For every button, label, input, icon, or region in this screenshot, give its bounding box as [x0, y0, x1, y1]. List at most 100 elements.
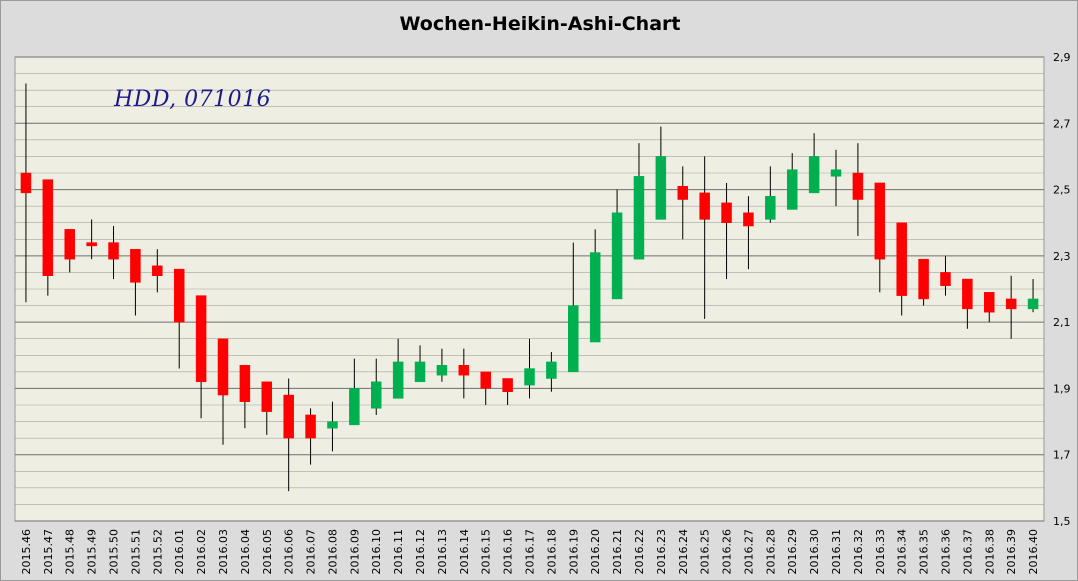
candle-body-down — [1005, 298, 1017, 310]
x-tick-label: 2016.03 — [217, 529, 230, 575]
candle-body-up — [633, 176, 645, 260]
candle — [392, 338, 404, 399]
candle-body-up — [524, 368, 535, 386]
candle-body-down — [984, 292, 995, 313]
candle-body-down — [283, 394, 294, 439]
watermark-label: HDD, 071016 — [114, 87, 272, 112]
major-gridlines — [15, 56, 1044, 522]
candle — [633, 143, 645, 260]
y-tick-label: 1,7 — [1053, 449, 1071, 462]
candle — [42, 179, 54, 296]
candle-body-up — [765, 195, 776, 220]
candle — [327, 401, 338, 452]
candle — [173, 268, 185, 369]
x-tick-label: 2016.40 — [1027, 529, 1040, 575]
x-tick-label: 2016.37 — [961, 529, 974, 575]
x-tick-label: 2016.35 — [918, 529, 931, 575]
x-tick-label: 2016.09 — [348, 529, 361, 575]
x-tick-label: 2016.05 — [261, 529, 274, 575]
candle-body-down — [874, 182, 886, 260]
candle — [436, 348, 448, 382]
x-tick-label: 2015.46 — [20, 529, 33, 575]
x-tick-label: 2016.25 — [699, 529, 712, 575]
x-tick-label: 2016.31 — [830, 529, 843, 575]
candle-body-down — [940, 272, 951, 286]
candle-body-up — [611, 212, 623, 300]
x-tick-label: 2016.11 — [392, 529, 405, 575]
candle-body-down — [217, 338, 229, 396]
candle — [64, 229, 75, 273]
candle — [765, 166, 776, 223]
minor-gridlines — [15, 73, 1044, 505]
y-tick-label: 2,7 — [1053, 117, 1071, 130]
candle — [480, 371, 491, 405]
x-tick-label: 2016.36 — [939, 529, 952, 575]
candle — [677, 166, 689, 240]
candle — [283, 378, 294, 492]
candle — [1005, 275, 1017, 339]
candle — [940, 255, 951, 296]
x-tick-label: 2016.08 — [326, 529, 339, 575]
candle-body-up — [655, 156, 667, 220]
candle — [721, 182, 732, 280]
candle-body-down — [130, 248, 141, 283]
x-tick-label: 2016.19 — [567, 529, 580, 575]
x-tick-label: 2015.49 — [86, 529, 99, 575]
y-tick-label: 2,9 — [1053, 51, 1071, 64]
candle — [984, 292, 995, 323]
x-tick-label: 2016.15 — [480, 529, 493, 575]
x-tick-label: 2016.34 — [896, 529, 909, 575]
candle-body-down — [261, 381, 273, 412]
x-tick-label: 2016.21 — [611, 529, 624, 575]
y-tick-label: 1,9 — [1053, 382, 1071, 395]
x-tick-label: 2015.51 — [129, 529, 142, 575]
candle — [786, 153, 798, 210]
x-tick-label: 2016.26 — [721, 529, 734, 575]
candle-body-up — [414, 361, 426, 383]
candle-body-down — [86, 242, 97, 247]
candle — [195, 295, 207, 419]
candle-body-up — [1027, 298, 1039, 310]
x-tick-label: 2016.23 — [655, 529, 668, 575]
candle — [458, 348, 470, 399]
candle-body-down — [502, 378, 513, 392]
candle-body-down — [20, 172, 32, 194]
candle — [152, 249, 163, 293]
candle — [743, 196, 754, 270]
candle-body-down — [195, 295, 207, 383]
candle-body-up — [436, 364, 448, 376]
x-tick-label: 2016.38 — [983, 529, 996, 575]
candle — [217, 338, 229, 445]
candle-body-down — [699, 192, 710, 220]
candle-body-down — [152, 265, 163, 276]
y-axis: 1,5 1,7 1,9 2,1 2,3 2,5 2,7 2,9 — [1053, 51, 1071, 528]
candles — [20, 83, 1039, 492]
candle — [414, 345, 426, 383]
candle-body-down — [896, 222, 907, 296]
x-tick-label: 2016.17 — [524, 529, 537, 575]
candle-body-up — [786, 169, 798, 210]
candle-body-up — [546, 361, 557, 379]
candle-body-down — [64, 229, 75, 260]
x-tick-label: 2016.33 — [874, 529, 887, 575]
candle — [655, 126, 667, 220]
x-tick-label: 2016.07 — [305, 529, 318, 575]
candle — [830, 149, 842, 207]
candle-body-down — [852, 172, 864, 200]
candle-body-down — [962, 278, 973, 310]
candle — [524, 338, 535, 399]
y-tick-label: 1,5 — [1053, 515, 1071, 528]
x-tick-label: 2015.48 — [64, 529, 77, 575]
candle — [261, 381, 273, 435]
x-tick-label: 2016.06 — [283, 529, 296, 575]
x-tick-label: 2016.04 — [239, 529, 252, 575]
x-tick-label: 2016.24 — [677, 529, 690, 575]
x-tick-label: 2015.52 — [151, 529, 164, 575]
candle-body-up — [830, 169, 842, 177]
x-tick-label: 2015.50 — [108, 529, 121, 575]
candle — [852, 143, 864, 236]
candle — [349, 358, 360, 426]
candle-body-down — [480, 371, 491, 389]
